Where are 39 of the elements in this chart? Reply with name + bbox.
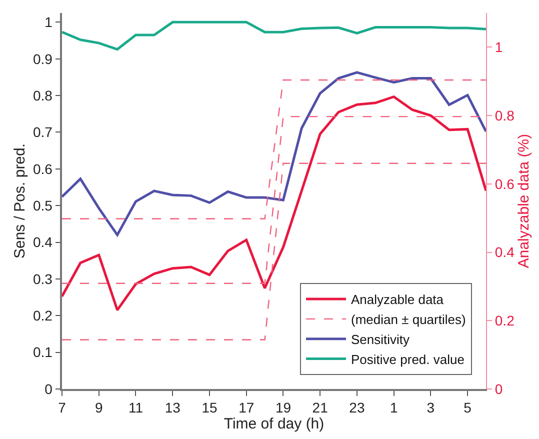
y2-tick-label: 0.6: [494, 176, 515, 192]
y2-tick-label: 0: [494, 380, 503, 397]
x-axis-title: Time of day (h): [224, 416, 324, 433]
x-tick-label: 13: [164, 400, 181, 416]
y-axis-title: Sens / Pos. pred.: [12, 143, 29, 259]
legend-label: Positive pred. value: [351, 352, 464, 367]
y-tick-label: 0.8: [32, 87, 53, 104]
x-tick-label: 23: [349, 400, 365, 416]
x-tick-label: 19: [275, 400, 292, 416]
legend-label: Sensitivity: [351, 332, 410, 347]
y2-tick-label: 1: [494, 39, 503, 56]
line-series: [62, 96, 486, 312]
y-tick-label: 0.9: [32, 50, 53, 67]
y-tick-label: 0.7: [32, 124, 53, 140]
x-tick-label: 1: [390, 400, 398, 416]
x-tick-label: 3: [426, 400, 435, 416]
legend-label: Analyzable data: [351, 292, 444, 308]
x-tick-label: 11: [128, 400, 144, 416]
x-tick-label: 5: [464, 400, 472, 416]
x-tick-label: 17: [238, 400, 254, 416]
legend-label: (median ± quartiles): [351, 312, 466, 328]
y-tick-label: 0.3: [32, 270, 53, 287]
y2-axis-title: Analyzable data (%): [516, 134, 533, 268]
y-tick-label: 0.1: [32, 344, 53, 360]
x-tick-label: 7: [58, 400, 66, 416]
y2-tick-label: 0.4: [494, 244, 515, 260]
line-series: [62, 20, 486, 51]
x-tick-label: 9: [94, 400, 103, 416]
y-tick-label: 0.5: [32, 197, 53, 214]
y-tick-label: 0.6: [32, 160, 53, 177]
y2-tick-label: 0.2: [494, 312, 515, 329]
y-tick-label: 1: [44, 14, 53, 30]
y-tick-label: 0: [44, 380, 53, 397]
y2-tick-label: 0.8: [494, 107, 515, 124]
line-series: [62, 71, 486, 236]
x-tick-label: 15: [202, 400, 218, 416]
x-tick-label: 21: [312, 400, 328, 416]
y-tick-label: 0.2: [32, 308, 53, 324]
y-tick-label: 0.4: [32, 234, 53, 250]
